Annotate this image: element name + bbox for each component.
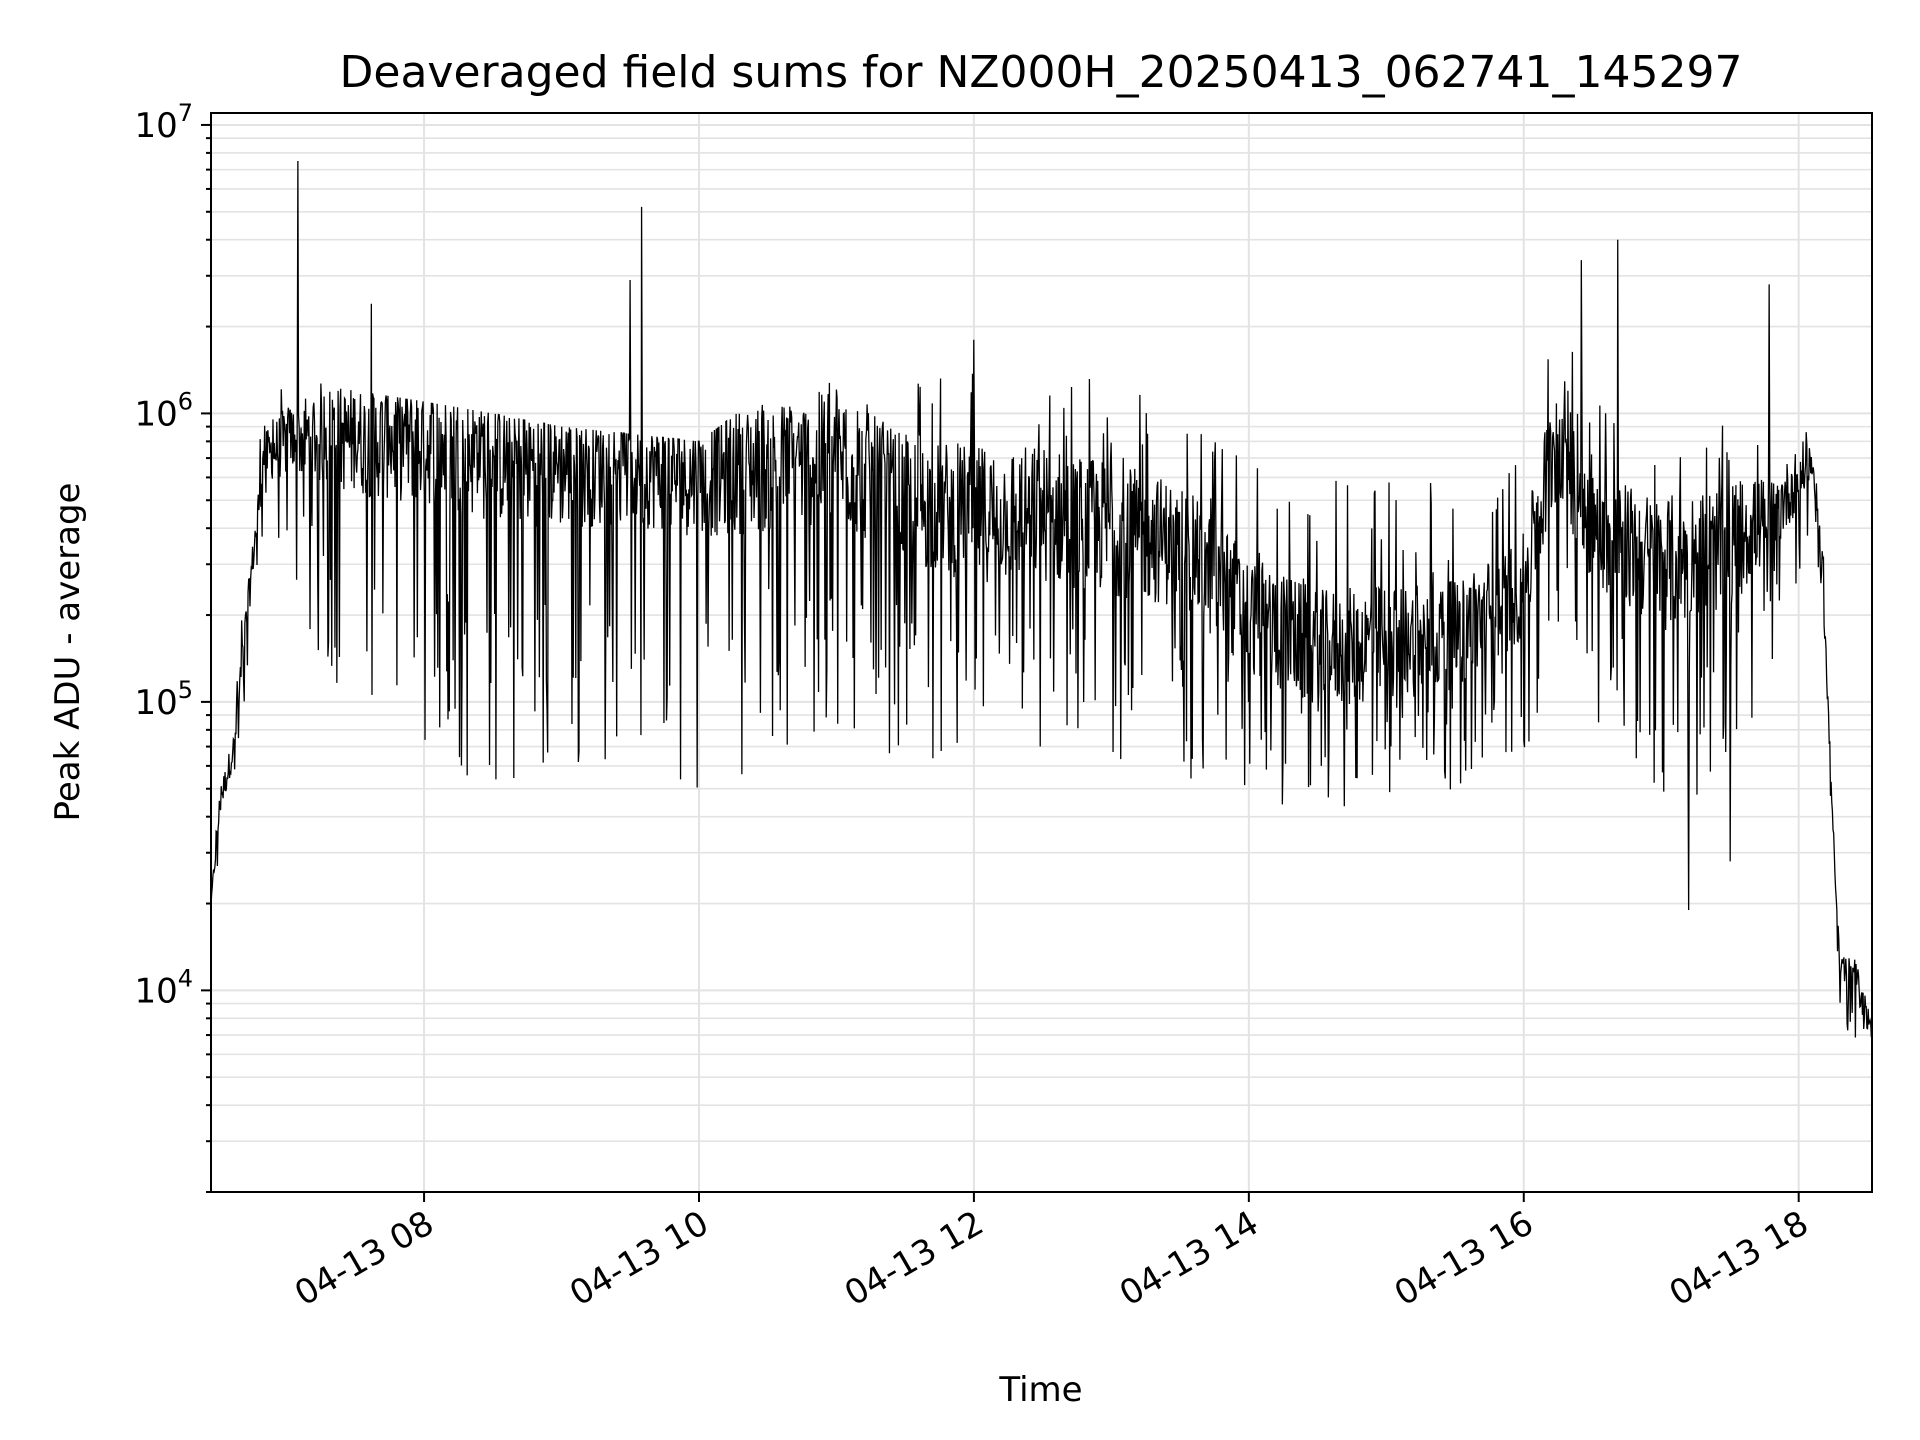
y-tick-label: 104	[134, 964, 193, 1011]
y-axis: 104 105 106 107	[134, 99, 211, 1193]
y-tick-label: 106	[134, 387, 193, 434]
x-axis-label: Time	[998, 1370, 1082, 1410]
y-axis-label: Peak ADU - average	[48, 483, 88, 822]
chart-title: Deaveraged field sums for NZ000H_2025041…	[340, 47, 1743, 98]
plot-frame	[210, 112, 1873, 1193]
series-line	[210, 160, 1873, 1038]
series-trace	[210, 160, 1873, 1038]
y-tick-label: 105	[134, 676, 193, 723]
y-tick-label: 107	[134, 99, 193, 146]
